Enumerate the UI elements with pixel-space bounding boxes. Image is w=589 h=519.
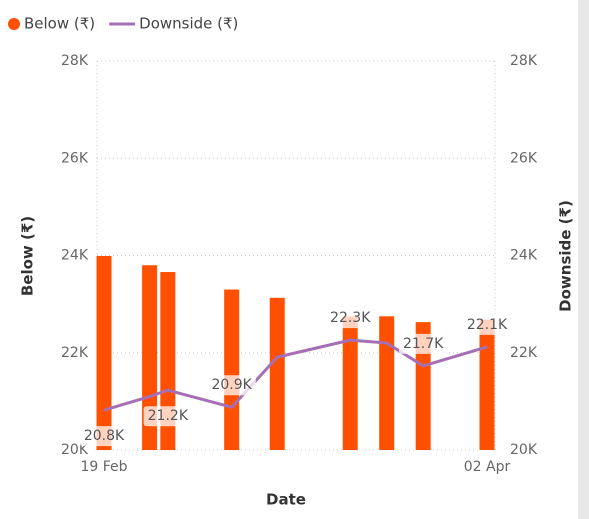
- line: [103, 338, 488, 412]
- bar: [269, 297, 285, 450]
- bar: [415, 322, 431, 450]
- legend-label: Below (₹): [24, 15, 95, 33]
- y-tick-label: 22K: [61, 345, 89, 361]
- bar: [379, 316, 395, 450]
- bar: [224, 289, 240, 450]
- bar: [342, 316, 358, 450]
- data-label-bg: [326, 308, 375, 329]
- legend-label: Downside (₹): [139, 15, 238, 33]
- y2-tick-label: 24K: [510, 248, 538, 264]
- scrollbar: [578, 0, 589, 519]
- y2-tick-label: 20K: [510, 442, 538, 458]
- y2-tick-label: 22K: [510, 345, 538, 361]
- data-label-bg: [207, 375, 256, 396]
- x-tick-label: 19 Feb: [80, 459, 127, 475]
- data-label: 20.9K: [211, 377, 252, 393]
- y2-axis-title: Downside (₹): [557, 200, 575, 312]
- y2-tick-label: 28K: [510, 53, 538, 69]
- data-label-bg: [143, 406, 193, 427]
- bar: [142, 265, 158, 450]
- bar: [160, 272, 176, 450]
- y2-tick-label: 26K: [510, 150, 538, 166]
- data-label: 20.8K: [84, 428, 125, 444]
- y-tick-label: 28K: [61, 53, 89, 69]
- x-axis-title: Date: [266, 491, 306, 509]
- data-label: 22.1K: [467, 317, 508, 333]
- data-label: 22.3K: [330, 310, 371, 326]
- x-tick-label: 02 Apr: [464, 459, 511, 475]
- bar: [479, 319, 495, 450]
- y-tick-label: 24K: [61, 248, 89, 264]
- y-tick-label: 20K: [61, 442, 89, 458]
- y-axis-title: Below (₹): [19, 216, 37, 296]
- data-label-bg: [462, 314, 512, 335]
- data-label: 21.2K: [148, 408, 189, 424]
- y-tick-label: 26K: [61, 150, 89, 166]
- legend-swatch: [8, 18, 20, 30]
- bar: [96, 255, 112, 450]
- data-label-bg: [79, 426, 129, 447]
- data-label: 21.7K: [403, 336, 444, 352]
- data-label-bg: [398, 333, 448, 354]
